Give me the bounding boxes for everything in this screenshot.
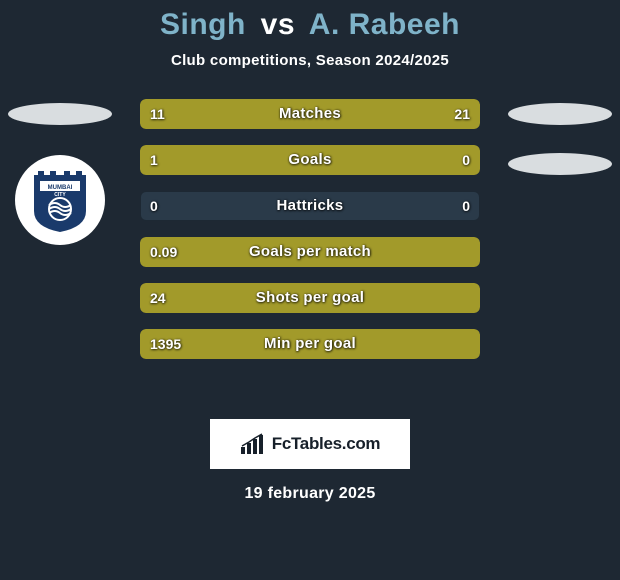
comparison-title: Singh vs A. Rabeeh [0,0,620,42]
stat-label: Matches [140,99,480,129]
branding-box[interactable]: FcTables.com [210,419,410,469]
stat-label: Min per goal [140,329,480,359]
stat-label: Goals per match [140,237,480,267]
right-column [500,99,620,175]
stat-row: 1395Min per goal [140,329,480,359]
stat-row: 24Shots per goal [140,283,480,313]
date-text: 19 february 2025 [0,485,620,503]
branding-text: FcTables.com [272,434,381,454]
player2-club-placeholder [508,153,612,175]
fctables-logo-icon [240,433,268,455]
stat-label: Hattricks [140,191,480,221]
player1-club-badge: MUMBAI CITY [15,155,105,245]
club-crest-icon: MUMBAI CITY [30,167,90,233]
stat-label: Shots per goal [140,283,480,313]
stat-row: 10Goals [140,145,480,175]
comparison-panel: MUMBAI CITY 1121Matches 10Goals 00Hattrick… [0,99,620,399]
left-column: MUMBAI CITY [0,99,120,245]
stat-label: Goals [140,145,480,175]
player2-name: A. Rabeeh [309,8,460,41]
player1-name: Singh [160,8,246,41]
player2-flag-placeholder [508,103,612,125]
stat-row: 1121Matches [140,99,480,129]
subtitle: Club competitions, Season 2024/2025 [0,52,620,69]
vs-text: vs [261,8,295,41]
svg-text:MUMBAI: MUMBAI [48,185,73,191]
stat-row: 00Hattricks [140,191,480,221]
stat-row: 0.09Goals per match [140,237,480,267]
stat-bars: 1121Matches 10Goals 00Hattricks 0.09Goals p… [140,99,480,359]
player1-flag-placeholder [8,103,112,125]
